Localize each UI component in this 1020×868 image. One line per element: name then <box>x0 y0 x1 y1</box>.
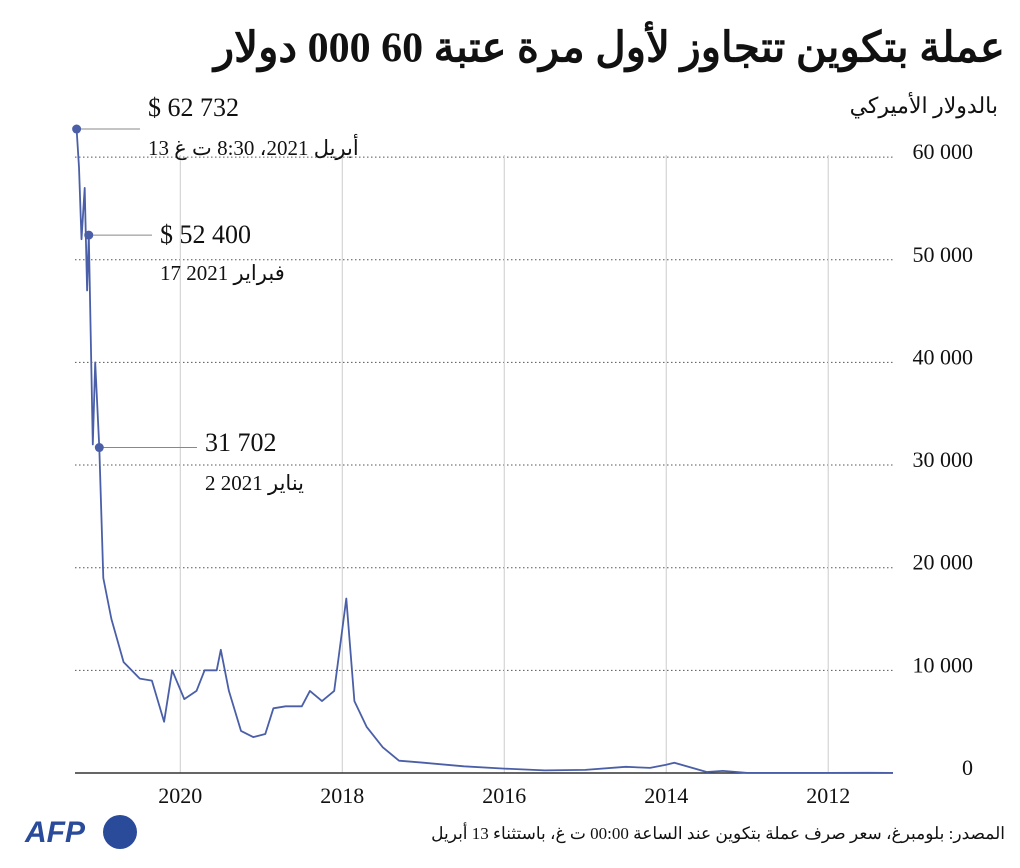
x-tick-label: 2018 <box>320 783 364 808</box>
annotation-value: 31 702 <box>205 428 277 457</box>
x-tick-label: 2016 <box>482 783 526 808</box>
price-line <box>75 128 894 774</box>
annotation-date: 2 يناير 2021 <box>205 471 304 496</box>
x-tick-label: 2020 <box>158 783 202 808</box>
annotation-date: 13 أبريل 2021، 8:30 ت غ <box>148 133 359 161</box>
y-tick-label: 40 000 <box>913 344 974 369</box>
annotation-point <box>84 230 94 240</box>
y-tick-label: 0 <box>962 755 973 780</box>
y-tick-label: 60 000 <box>913 139 974 164</box>
annotation-date: 17 فبراير 2021 <box>160 261 285 286</box>
y-tick-label: 30 000 <box>913 447 974 472</box>
unit-label: بالدولار الأميركي <box>850 91 998 119</box>
annotation-value: $ 62 732 <box>148 93 239 122</box>
y-tick-label: 50 000 <box>913 242 974 267</box>
annotation-point <box>72 124 82 134</box>
x-tick-label: 2014 <box>644 783 688 808</box>
chart-title: عملة بتكوين تتجاوز لأول مرة عتبة 60 000 … <box>211 21 1005 73</box>
y-tick-label: 20 000 <box>913 550 974 575</box>
annotation-point <box>94 443 104 453</box>
x-tick-label: 2012 <box>806 783 850 808</box>
y-tick-label: 10 000 <box>913 652 974 677</box>
source: المصدر: بلومبرغ، سعر صرف عملة بتكوين عند… <box>431 822 1005 844</box>
annotation-value: $ 52 400 <box>160 220 251 249</box>
logo-dot <box>103 815 137 849</box>
logo: AFP <box>24 816 86 849</box>
